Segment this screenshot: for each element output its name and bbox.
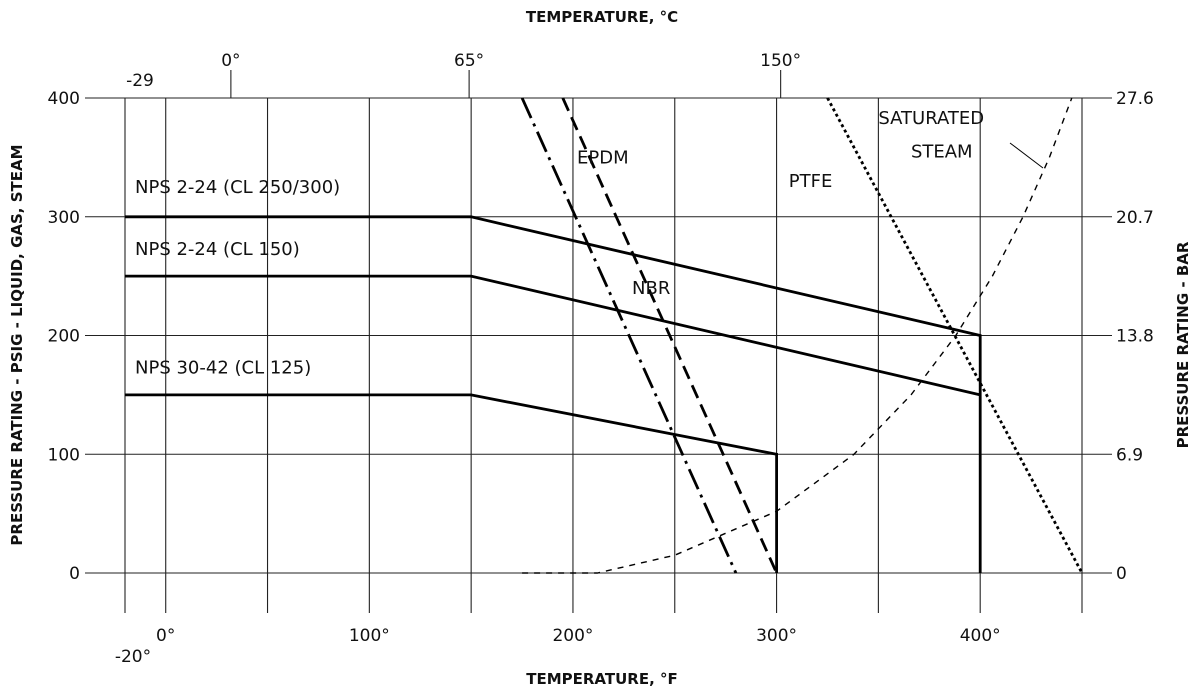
series-line-saturated-steam — [522, 97, 1073, 574]
right-axis-title: PRESSURE RATING - BAR — [1174, 241, 1192, 448]
y-tick-label-bar: 20.7 — [1116, 208, 1154, 228]
x-tick-label-c: 65° — [454, 51, 484, 71]
x-tick-label-f: 400° — [960, 626, 1001, 646]
tick-labels: -20°0° 100° 200° 300° 400°-290° 65° 150°010020… — [48, 51, 1154, 667]
grid — [85, 97, 1112, 613]
annotation-label: NBR — [632, 278, 670, 299]
annotation-label: NPS 30-42 (CL 125) — [135, 358, 311, 379]
y-tick-label-bar: 6.9 — [1116, 445, 1143, 465]
series-line-epdm — [561, 97, 778, 574]
x-tick-label-f: 0° — [156, 626, 175, 646]
y-tick-label-psig: 400 — [48, 89, 80, 109]
annotation-label: PTFE — [789, 171, 833, 192]
top-axis-title: TEMPERATURE, °C — [526, 8, 678, 26]
x-tick-label-f: -20° — [115, 647, 151, 667]
series-line-nps-2-24-cl-250-300 — [125, 215, 982, 573]
y-tick-label-bar: 13.8 — [1116, 327, 1154, 347]
y-tick-label-psig: 300 — [48, 208, 80, 228]
x-tick-label-c: -29 — [126, 71, 154, 91]
annotations: NPS 2-24 (CL 250/300) NPS 2-24 (CL 150) NP… — [135, 108, 1044, 379]
annotation-label: SATURATED — [878, 108, 984, 129]
y-tick-label-psig: 100 — [48, 445, 80, 465]
x-tick-label-f: 300° — [756, 626, 797, 646]
x-tick-label-f: 200° — [552, 626, 593, 646]
annotation-label: EPDM — [577, 147, 629, 168]
x-tick-label-c: 0° — [221, 51, 240, 71]
series-line-nbr — [520, 97, 738, 574]
bottom-axis-title: TEMPERATURE, °F — [526, 670, 678, 688]
left-axis-title: PRESSURE RATING - PSIG - LIQUID, GAS, ST… — [8, 144, 26, 545]
y-tick-label-psig: 200 — [48, 327, 80, 347]
annotation-label: STEAM — [911, 141, 973, 162]
y-tick-label-bar: 27.6 — [1116, 89, 1154, 109]
y-tick-label-bar: 0 — [1116, 564, 1127, 584]
annotation-label: NPS 2-24 (CL 150) — [135, 239, 300, 260]
y-tick-label-psig: 0 — [69, 564, 80, 584]
x-tick-label-c: 150° — [760, 51, 801, 71]
series-layer — [125, 97, 1084, 574]
series-line-nps-30-42-cl-125 — [125, 393, 778, 573]
saturated-steam-leader — [1009, 142, 1044, 169]
series-line-nps-2-24-cl-150 — [125, 274, 981, 397]
x-tick-label-f: 100° — [349, 626, 390, 646]
annotation-label: NPS 2-24 (CL 250/300) — [135, 177, 340, 198]
